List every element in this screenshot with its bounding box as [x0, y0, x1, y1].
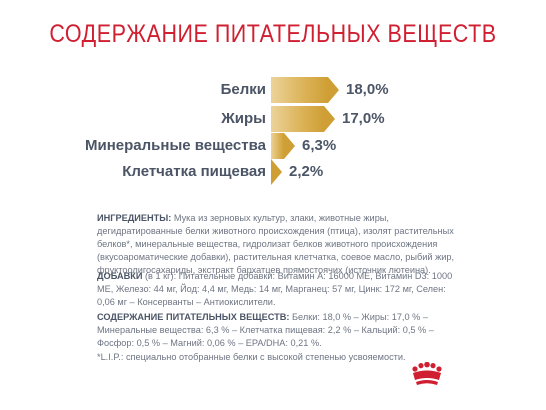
additives-text: (в 1 кг): Питательные добавки: Витамин А… [97, 271, 453, 307]
nutrient-value: 17,0% [342, 110, 385, 127]
ingredients-text: Мука из зерновых культур, злаки, животны… [97, 213, 455, 275]
nutrient-row-fat: Жиры 17,0% [0, 106, 546, 132]
nutrient-label: Минеральные вещества [85, 137, 266, 154]
footnote: *L.I.P.: специально отобранные белки с в… [97, 352, 406, 362]
nutrient-label: Жиры [221, 110, 266, 127]
nutrient-bar [271, 133, 284, 159]
page-title: СОДЕРЖАНИЕ ПИТАТЕЛЬНЫХ ВЕЩЕСТВ [49, 20, 497, 48]
nutrient-bar-arrow [328, 77, 339, 103]
nutrient-bar-arrow [324, 106, 335, 132]
nutrient-row-fiber: Клетчатка пищевая 2,2% [0, 159, 546, 185]
nutrient-value: 2,2% [289, 163, 324, 180]
nutrient-bar [271, 77, 328, 103]
nutrient-bar [271, 106, 324, 132]
nutrient-row-protein: Белки 18,0% [0, 77, 546, 103]
additives-paragraph: ДОБАВКИ (в 1 кг): Питательные добавки: В… [97, 270, 457, 309]
nutrient-label: Белки [220, 81, 266, 98]
royal-canin-crown-icon [412, 362, 442, 385]
nutrient-value: 6,3% [302, 137, 337, 154]
nutrient-label: Клетчатка пищевая [122, 163, 266, 180]
nutrition-text: Белки: 18,0 % – Жиры: 17,0 % – Минеральн… [97, 312, 434, 348]
ingredients-heading: ИНГРЕДИЕНТЫ: [97, 213, 172, 223]
ingredients-paragraph: ИНГРЕДИЕНТЫ: Мука из зерновых культур, з… [97, 212, 457, 277]
nutrient-row-minerals: Минеральные вещества 6,3% [0, 133, 546, 159]
additives-heading: ДОБАВКИ [97, 271, 143, 281]
nutrient-bar-arrow [271, 159, 282, 185]
nutrition-paragraph: СОДЕРЖАНИЕ ПИТАТЕЛЬНЫХ ВЕЩЕСТВ: Белки: 1… [97, 311, 457, 350]
nutrient-value: 18,0% [346, 81, 389, 98]
nutrient-bar-arrow [284, 133, 295, 159]
nutrition-heading: СОДЕРЖАНИЕ ПИТАТЕЛЬНЫХ ВЕЩЕСТВ: [97, 312, 290, 322]
